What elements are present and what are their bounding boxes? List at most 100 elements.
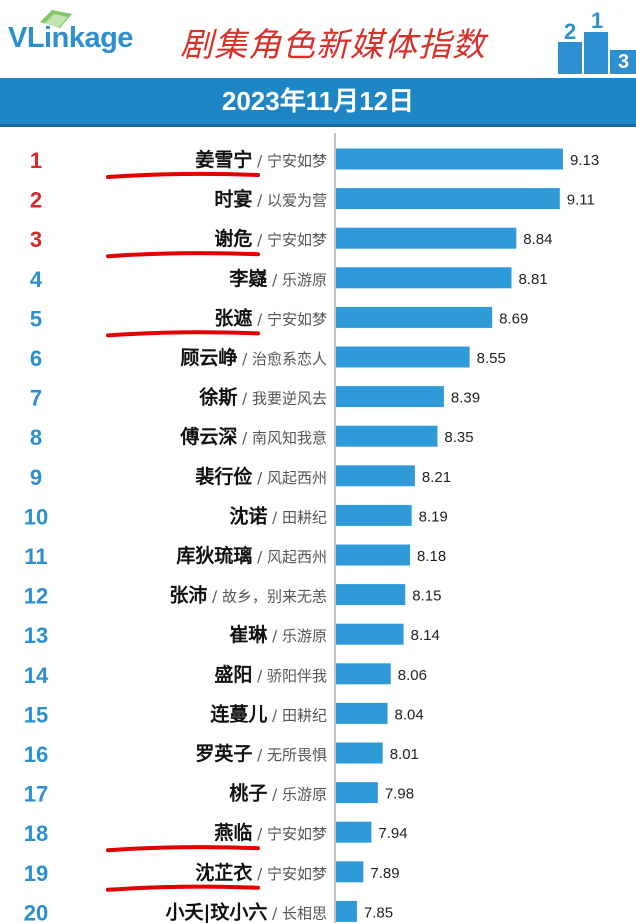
category-label: 连蔓儿 / 田耕纪 [210,702,327,725]
character-name: 张遮 [214,306,252,329]
category-label: 时宴 / 以爱为营 [214,188,327,211]
name-separator: / [237,429,252,447]
drama-title: 宁安如梦 [267,310,327,328]
drama-title: 骄阳伴我 [267,667,327,685]
name-separator: / [252,231,267,249]
character-name: 沈诺 [229,504,267,527]
value-label: 8.04 [395,706,424,723]
bar [336,386,444,408]
header: VLinkage 剧集角色新媒体指数 2 1 3 [0,0,636,78]
podium-icon: 2 1 3 [558,8,636,74]
character-name: 沈芷衣 [195,861,252,884]
character-name: 张沛 [169,584,207,607]
rank-label: 14 [24,663,49,688]
value-label: 7.85 [364,904,393,921]
category-label: 裴行俭 / 风起西州 [194,465,327,488]
name-separator: / [267,508,282,526]
logo: VLinkage [8,22,133,54]
character-name: 盛阳 [214,663,252,686]
drama-title: 乐游原 [282,786,327,804]
name-separator: / [267,627,282,645]
rank-label: 8 [30,425,42,450]
highlight-underline [106,845,260,853]
category-label: 罗英子 / 无所畏惧 [195,742,327,765]
value-label: 8.39 [451,390,480,407]
date-banner-underline [0,124,636,127]
value-label: 8.84 [523,231,552,248]
drama-title: 以爱为营 [267,192,327,210]
value-label: 8.01 [390,746,419,763]
bar [336,148,563,170]
category-label: 谢危 / 宁安如梦 [214,227,327,250]
rank-label: 18 [24,821,48,846]
category-label: 库狄琉璃 / 风起西州 [176,544,327,567]
character-name: 罗英子 [195,742,252,765]
bar [336,782,378,804]
character-name: 姜雪宁 [195,148,252,171]
bar [336,742,383,764]
value-label: 9.13 [570,152,599,169]
value-label: 8.35 [444,429,473,446]
value-label: 8.55 [477,350,506,367]
name-separator: / [252,469,267,487]
category-label: 小夭|玟小六 / 长相思 [165,900,327,923]
podium-digit-1: 1 [591,8,603,33]
rank-label: 7 [30,386,42,411]
rank-label: 9 [30,465,42,490]
name-separator: / [252,825,267,843]
name-separator: / [237,390,252,408]
character-name: 谢危 [214,227,252,250]
bar [336,267,512,289]
drama-title: 风起西州 [267,548,327,566]
name-separator: / [252,667,267,685]
bar [336,544,411,566]
rank-label: 20 [24,900,48,923]
drama-title: 乐游原 [282,271,327,289]
drama-title: 治愈系恋人 [252,350,327,368]
bar [336,900,357,922]
category-label: 燕临 / 宁安如梦 [214,821,327,844]
bar [336,584,406,606]
name-separator: / [252,548,267,566]
value-label: 8.19 [419,508,448,525]
rank-label: 13 [24,623,48,648]
bar [336,346,470,368]
character-name: 燕临 [214,821,252,844]
bar [336,306,493,328]
drama-title: 宁安如梦 [267,152,327,170]
category-label: 盛阳 / 骄阳伴我 [214,663,327,686]
drama-title: 田耕纪 [282,706,327,724]
rank-label: 4 [30,267,43,292]
name-separator: / [237,350,252,368]
podium-digit-3: 3 [618,51,629,73]
character-name: 崔琳 [229,623,268,646]
rank-label: 2 [30,188,42,213]
name-separator: / [267,904,282,922]
category-label: 顾云峥 / 治愈系恋人 [180,346,327,369]
category-label: 张遮 / 宁安如梦 [214,306,327,329]
category-label: 张沛 / 故乡，别来无恙 [169,584,327,607]
bar [336,663,391,685]
drama-title: 乐游原 [282,627,327,645]
name-separator: / [252,152,267,170]
character-name: 裴行俭 [194,465,252,488]
drama-title: 宁安如梦 [267,231,327,249]
drama-title: 故乡，别来无恙 [222,588,327,606]
value-label: 7.98 [385,786,414,803]
rank-label: 5 [30,306,42,331]
name-separator: / [252,746,267,764]
value-label: 7.89 [370,865,399,882]
ranking-bar-chart: 1 姜雪宁 / 宁安如梦 9.13 2 时宴 / 以爱为营 9.11 3 谢危 / 宁安如梦 8… [24,133,599,923]
bar [336,623,404,645]
drama-title: 无所畏惧 [267,746,327,764]
category-label: 崔琳 / 乐游原 [229,623,327,646]
drama-title: 宁安如梦 [267,825,327,843]
drama-title: 我要逆风去 [252,390,327,408]
rank-label: 19 [24,861,48,886]
rank-label: 15 [24,702,48,727]
bar [336,425,438,447]
bar [336,702,388,724]
highlight-underline [106,251,260,259]
bar [336,465,415,487]
value-label: 8.69 [499,310,528,327]
